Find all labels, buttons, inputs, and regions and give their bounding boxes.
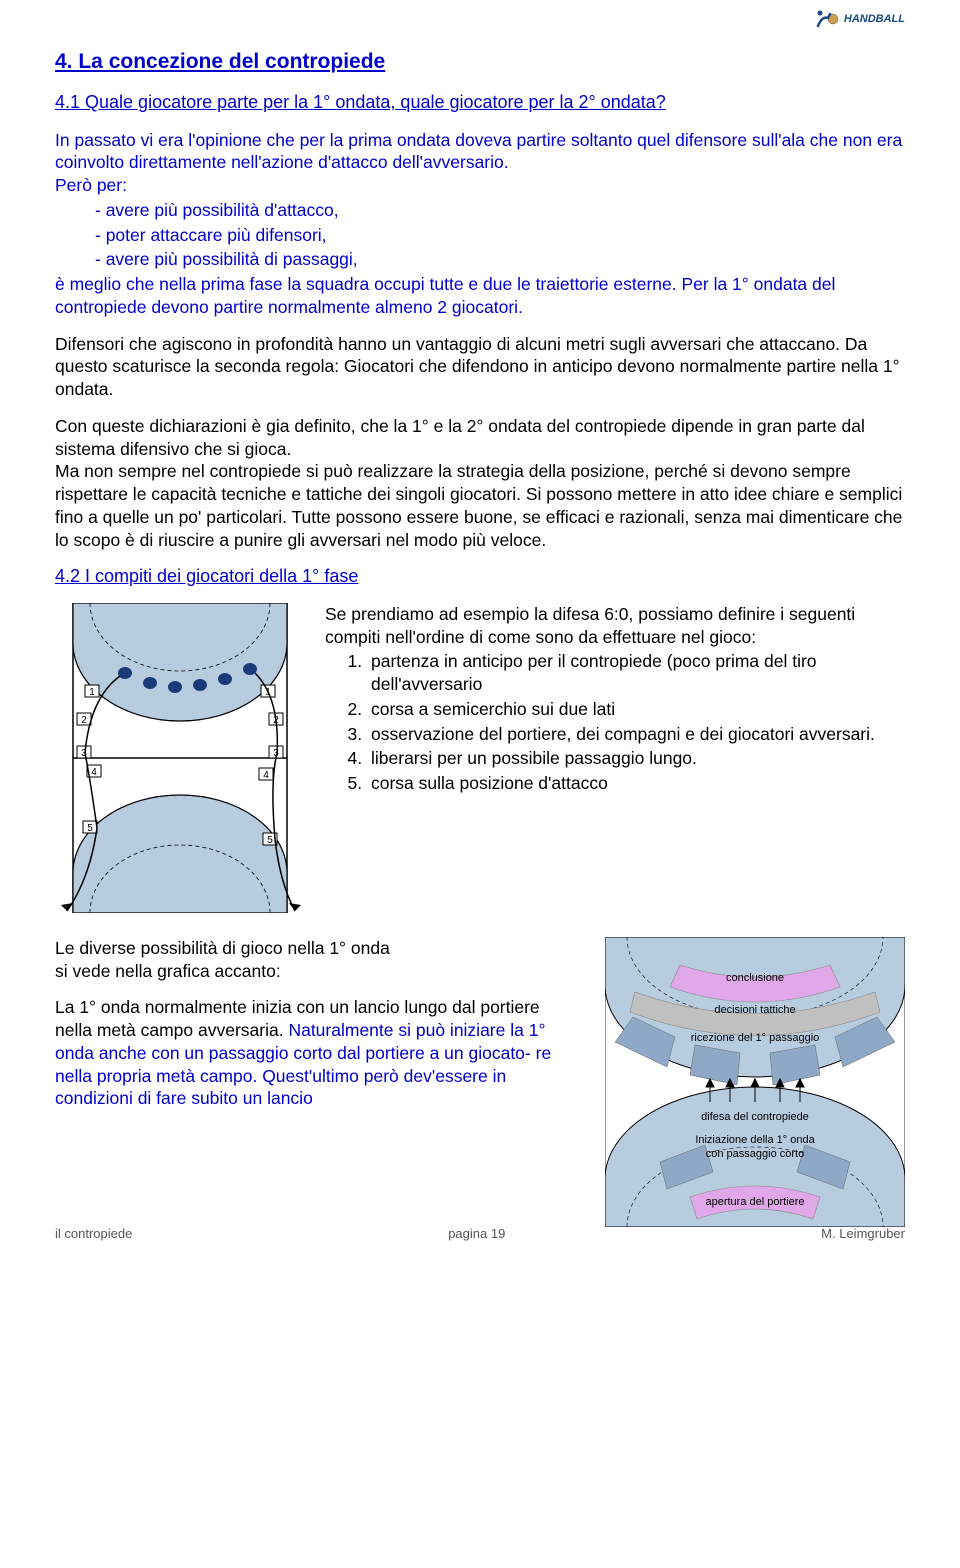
svg-text:difesa del contropiede: difesa del contropiede [701,1111,809,1123]
s42-p2: La 1° onda normalmente inizia con un lan… [55,996,577,1110]
footer-right: M. Leimgruber [821,1226,905,1243]
section-42-row: 1 2 3 4 5 1 2 3 4 5 Se prendiamo ad esem… [55,603,905,913]
section-42-lower-text: Le diverse possibilità di gioco nella 1°… [55,937,577,1124]
svg-text:ricezione del 1° passaggio: ricezione del 1° passaggio [691,1032,820,1044]
diagram-1-container: 1 2 3 4 5 1 2 3 4 5 [55,603,305,913]
section-42-text: Se prendiamo ad esempio la difesa 6:0, p… [325,603,905,797]
pero-item: poter attaccare più difensori, [95,224,905,247]
pero-per-text: Però per: [55,175,127,195]
subsection-42-title: 4.2 I compiti dei giocatori della 1° fas… [55,565,905,588]
s42-p1a: Le diverse possibilità di gioco nella 1°… [55,938,390,958]
page-footer: il contropiede pagina 19 M. Leimgruber [55,1226,905,1243]
pero-item: avere più possibilità di passaggi, [95,248,905,271]
para3-text: Con queste dichiarazioni è gia definito,… [55,416,865,459]
s42-item: corsa sulla posizione d'attacco [367,772,905,795]
footer-center: pagina 19 [448,1226,505,1243]
s42-item: osservazione del portiere, dei compagni … [367,723,905,746]
paragraph-2: Difensori che agiscono in profondità han… [55,333,905,401]
para4-text: Ma non sempre nel contropiede si può rea… [55,461,902,549]
footer-left: il contropiede [55,1226,132,1243]
pero-list: avere più possibilità d'attacco, poter a… [95,199,905,271]
para1-text: In passato vi era l'opinione che per la … [55,130,902,173]
svg-text:decisioni tattiche: decisioni tattiche [714,1004,795,1016]
svg-text:apertura del portiere: apertura del portiere [705,1196,804,1208]
pero-after: è meglio che nella prima fase la squadra… [55,273,905,319]
court-diagram-1: 1 2 3 4 5 1 2 3 4 5 [55,603,305,913]
logo-text: HANDBALL [844,12,905,26]
s42-list: partenza in anticipo per il contropiede … [367,650,905,795]
header-logo: HANDBALL [814,8,905,30]
diagram-2-container: conclusione decisioni tattiche ricezione… [605,937,905,1227]
paragraph-41-intro: In passato vi era l'opinione che per la … [55,129,905,197]
svg-text:Iniziazione della 1° onda: Iniziazione della 1° onda [695,1134,815,1146]
s42-item: liberarsi per un possibile passaggio lun… [367,747,905,770]
svg-text:2: 2 [81,715,87,726]
svg-text:5: 5 [267,835,273,846]
s42-p1b: si vede nella grafica accanto: [55,961,281,981]
paragraph-34: Con queste dichiarazioni è gia definito,… [55,415,905,552]
handball-icon [814,8,840,30]
s42-intro: Se prendiamo ad esempio la difesa 6:0, p… [325,603,905,649]
svg-text:con passaggio corto: con passaggio corto [706,1148,804,1160]
svg-text:5: 5 [87,823,93,834]
s42-item: corsa a semicerchio sui due lati [367,698,905,721]
svg-text:1: 1 [89,687,95,698]
svg-text:4: 4 [263,770,269,781]
subsection-41-title: 4.1 Quale giocatore parte per la 1° onda… [55,91,905,114]
section-42-row-2: Le diverse possibilità di gioco nella 1°… [55,937,905,1227]
s42-item: partenza in anticipo per il contropiede … [367,650,905,696]
court-diagram-2: conclusione decisioni tattiche ricezione… [605,937,905,1227]
section-4-title: 4. La concezione del contropiede [55,48,905,75]
s42-p1: Le diverse possibilità di gioco nella 1°… [55,937,577,983]
svg-text:conclusione: conclusione [726,972,784,984]
pero-item: avere più possibilità d'attacco, [95,199,905,222]
svg-text:4: 4 [91,767,97,778]
